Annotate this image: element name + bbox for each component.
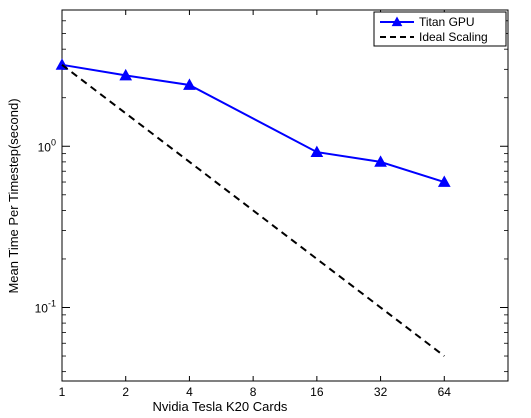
data-point-titan-gpu	[374, 155, 387, 167]
y-axis-ticks: 10-1 100	[35, 137, 508, 315]
legend-marker-titan-gpu	[391, 16, 403, 27]
y-tick-label: 100	[38, 137, 56, 154]
plot-area	[61, 9, 509, 382]
x-tick-label: 2	[122, 385, 129, 399]
legend-label-titan-gpu: Titan GPU	[419, 15, 475, 29]
data-point-titan-gpu	[183, 78, 196, 90]
x-tick-label: 32	[374, 385, 388, 399]
legend-box	[373, 11, 507, 47]
data-point-titan-gpu	[437, 175, 451, 187]
data-point-titan-gpu	[119, 68, 133, 81]
series-line-ideal-scaling	[61, 64, 445, 357]
x-axis-title: Nvidia Tesla K20 Cards	[153, 399, 288, 414]
legend-label-ideal-scaling: Ideal Scaling	[419, 30, 488, 44]
x-tick-label: 16	[310, 385, 324, 399]
y-axis-title: Mean Time Per Timestep(second)	[6, 98, 21, 293]
y-tick-label: 10-1	[35, 298, 56, 315]
series-line-titan-gpu	[61, 63, 445, 183]
x-tick-label: 1	[59, 385, 66, 399]
x-axis-ticks: 1 2 4 8 16 32 64	[59, 10, 452, 399]
data-point-titan-gpu	[310, 145, 324, 157]
x-tick-label: 64	[438, 385, 452, 399]
x-tick-label: 4	[186, 385, 193, 399]
x-tick-label: 8	[250, 385, 257, 399]
series-layer	[55, 58, 451, 357]
